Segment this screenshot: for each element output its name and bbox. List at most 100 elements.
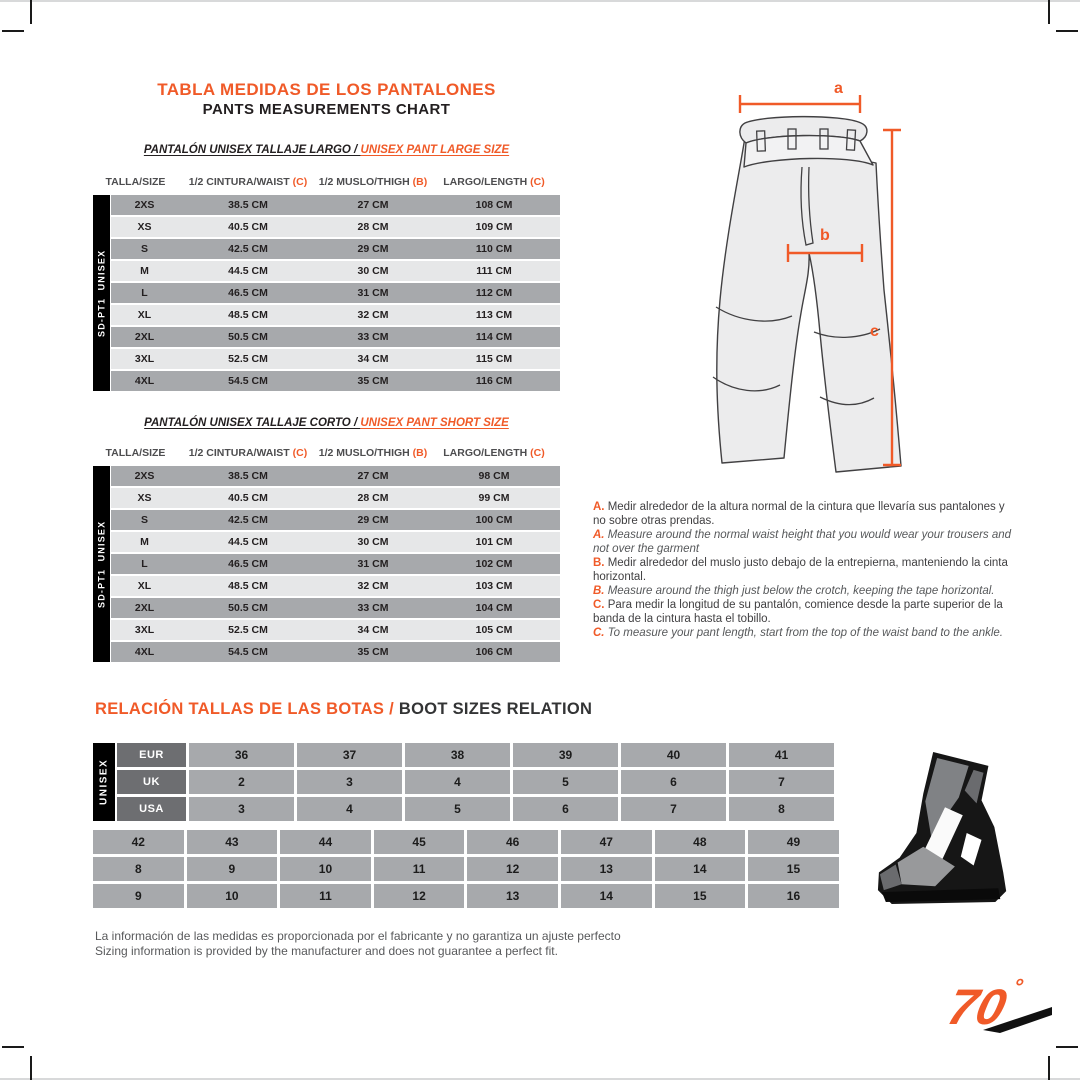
column-header-2: 1/2 MUSLO/THIGH (B) [318,176,428,191]
size-cell: 106 CM [475,646,513,658]
boot-table-grid: 42 43 44 45 46 47 48 49 8 9 10 11 12 13 14 15 9 10 11 12 13 1… [93,830,839,908]
size-cell: M [140,536,149,548]
pants-table-header: TALLA/SIZE 1/2 CINTURA/WAIST (C) 1/2 MUSLO… [93,447,560,462]
size-row: S 42.5 CM 29 CM 110 CM [111,239,560,259]
crop-mark [30,0,32,24]
note-letter: C. [593,627,608,639]
size-cell: 54.5 CM [228,646,268,658]
note-line-spanish: A. Medir alrededor de la altura normal d… [593,500,1013,528]
size-cell: 48.5 CM [228,580,268,592]
unisex-side-label: UNISEX [93,743,115,821]
boot-size-cell: 48 [654,830,746,854]
size-cell: 98 CM [478,470,510,482]
boot-size-cell: 39 [513,743,618,767]
size-row: XS 40.5 CM 28 CM 109 CM [111,217,560,237]
note-line-english: B. Measure around the thigh just below t… [593,584,1013,598]
column-header-label: TALLA/SIZE [105,447,166,459]
size-cell: S [140,514,148,526]
measure-ref: (C) [289,447,308,459]
boot-title-es: RELACIÓN TALLAS DE LAS BOTAS / [95,700,399,718]
size-cell: 29 CM [357,514,389,526]
size-cell: 35 CM [357,646,389,658]
column-header-1: 1/2 CINTURA/WAIST (C) [178,176,318,191]
pants-table-short: TALLA/SIZE 1/2 CINTURA/WAIST (C) 1/2 MUSLO… [93,447,560,664]
size-cell: 33 CM [357,602,389,614]
boot-size-cell: 14 [654,857,746,881]
dimension-label-c: c [870,323,879,340]
size-cell: 4XL [134,375,155,387]
size-cell: XS [137,492,152,504]
boot-size-cell: 5 [513,770,618,794]
size-cell: 111 CM [476,265,512,277]
boot-size-cell: 3 [189,797,294,821]
size-row: M 44.5 CM 30 CM 111 CM [111,261,560,281]
size-cell: 42.5 CM [228,514,268,526]
crop-mark [1048,0,1050,24]
boot-size-cell: 45 [373,830,465,854]
size-cell: M [140,265,149,277]
size-cell: XL [137,580,152,592]
boot-size-cell: 7 [729,770,834,794]
subtitle-short-en: UNISEX PANT SHORT SIZE [360,417,509,429]
note-text: Measure around the thigh just below the … [607,585,995,597]
pants-table-rows: 2XS 38.5 CM 27 CM 98 CM XS 40.5 CM 28 CM 99 CM S… [111,466,560,662]
column-header-2: 1/2 MUSLO/THIGH (B) [318,447,428,462]
boot-size-cell: 46 [467,830,558,854]
size-row: L 46.5 CM 31 CM 102 CM [111,554,560,574]
boot-size-cell: 5 [405,797,510,821]
note-letter: B. [593,557,608,569]
crop-mark [1048,1056,1050,1080]
column-header-label: 1/2 MUSLO/THIGH [318,176,410,188]
size-cell: 28 CM [357,221,389,233]
note-text: Medir alrededor del muslo justo debajo d… [593,557,1008,583]
size-cell: 105 CM [475,624,513,636]
size-cell: 2XS [134,199,155,211]
page-title-english: PANTS MEASUREMENTS CHART [202,101,451,118]
size-cell: 48.5 CM [228,309,268,321]
boot-size-cell: 12 [373,884,465,908]
subtitle-large-size: PANTALÓN UNISEX TALLAJE LARGO / UNISEX P… [93,144,560,156]
size-cell: 44.5 CM [228,265,268,277]
note-text: Para medir la longitud de su pantalón, c… [593,599,1003,625]
size-cell: 114 CM [475,331,513,343]
boot-size-cell: 8 [93,857,184,881]
boot-size-cell: 13 [560,857,652,881]
boot-region-label: EUR [117,743,186,767]
measure-ref: (C) [289,176,308,188]
size-cell: 27 CM [357,470,389,482]
size-cell: XS [137,221,152,233]
column-header-label: 1/2 MUSLO/THIGH [318,447,410,459]
size-cell: 52.5 CM [228,624,268,636]
size-cell: 40.5 CM [228,492,268,504]
size-cell: 44.5 CM [228,536,268,548]
size-cell: 102 CM [475,558,513,570]
column-header-3: LARGO/LENGTH (C) [428,176,560,191]
size-cell: 30 CM [357,536,389,548]
subtitle-large-en: UNISEX PANT LARGE SIZE [360,144,510,156]
boot-title-en: BOOT SIZES RELATION [398,700,593,718]
size-cell: 2XL [134,602,155,614]
boot-size-cell: 16 [748,884,839,908]
size-cell: 28 CM [357,492,389,504]
size-cell: 109 CM [475,221,513,233]
dimension-label-a: a [834,80,843,97]
note-line-spanish: C. Para medir la longitud de su pantalón… [593,598,1013,626]
pants-table-body: SD-PT1 UNISEX 2XS 38.5 CM 27 CM 108 CM XS 40.… [93,195,560,391]
size-row: XL 48.5 CM 32 CM 103 CM [111,576,560,596]
size-cell: 38.5 CM [228,199,268,211]
size-row: XS 40.5 CM 28 CM 99 CM [111,488,560,508]
size-cell: 2XL [134,331,155,343]
size-cell: 50.5 CM [228,602,268,614]
disclaimer: La información de las medidas es proporc… [95,929,735,959]
size-row: 2XL 50.5 CM 33 CM 104 CM [111,598,560,618]
size-row: L 46.5 CM 31 CM 112 CM [111,283,560,303]
boot-size-cell: 42 [93,830,184,854]
boot-size-cell: 36 [189,743,294,767]
page-edge-bottom [0,1078,1080,1080]
note-text: To measure your pant length, start from … [607,627,1003,639]
brand-logo: 70 ° [942,974,1052,1035]
page-edge-top [0,0,1080,2]
subtitle-short-es: PANTALÓN UNISEX TALLAJE CORTO / [144,417,361,429]
size-cell: 38.5 CM [228,470,268,482]
